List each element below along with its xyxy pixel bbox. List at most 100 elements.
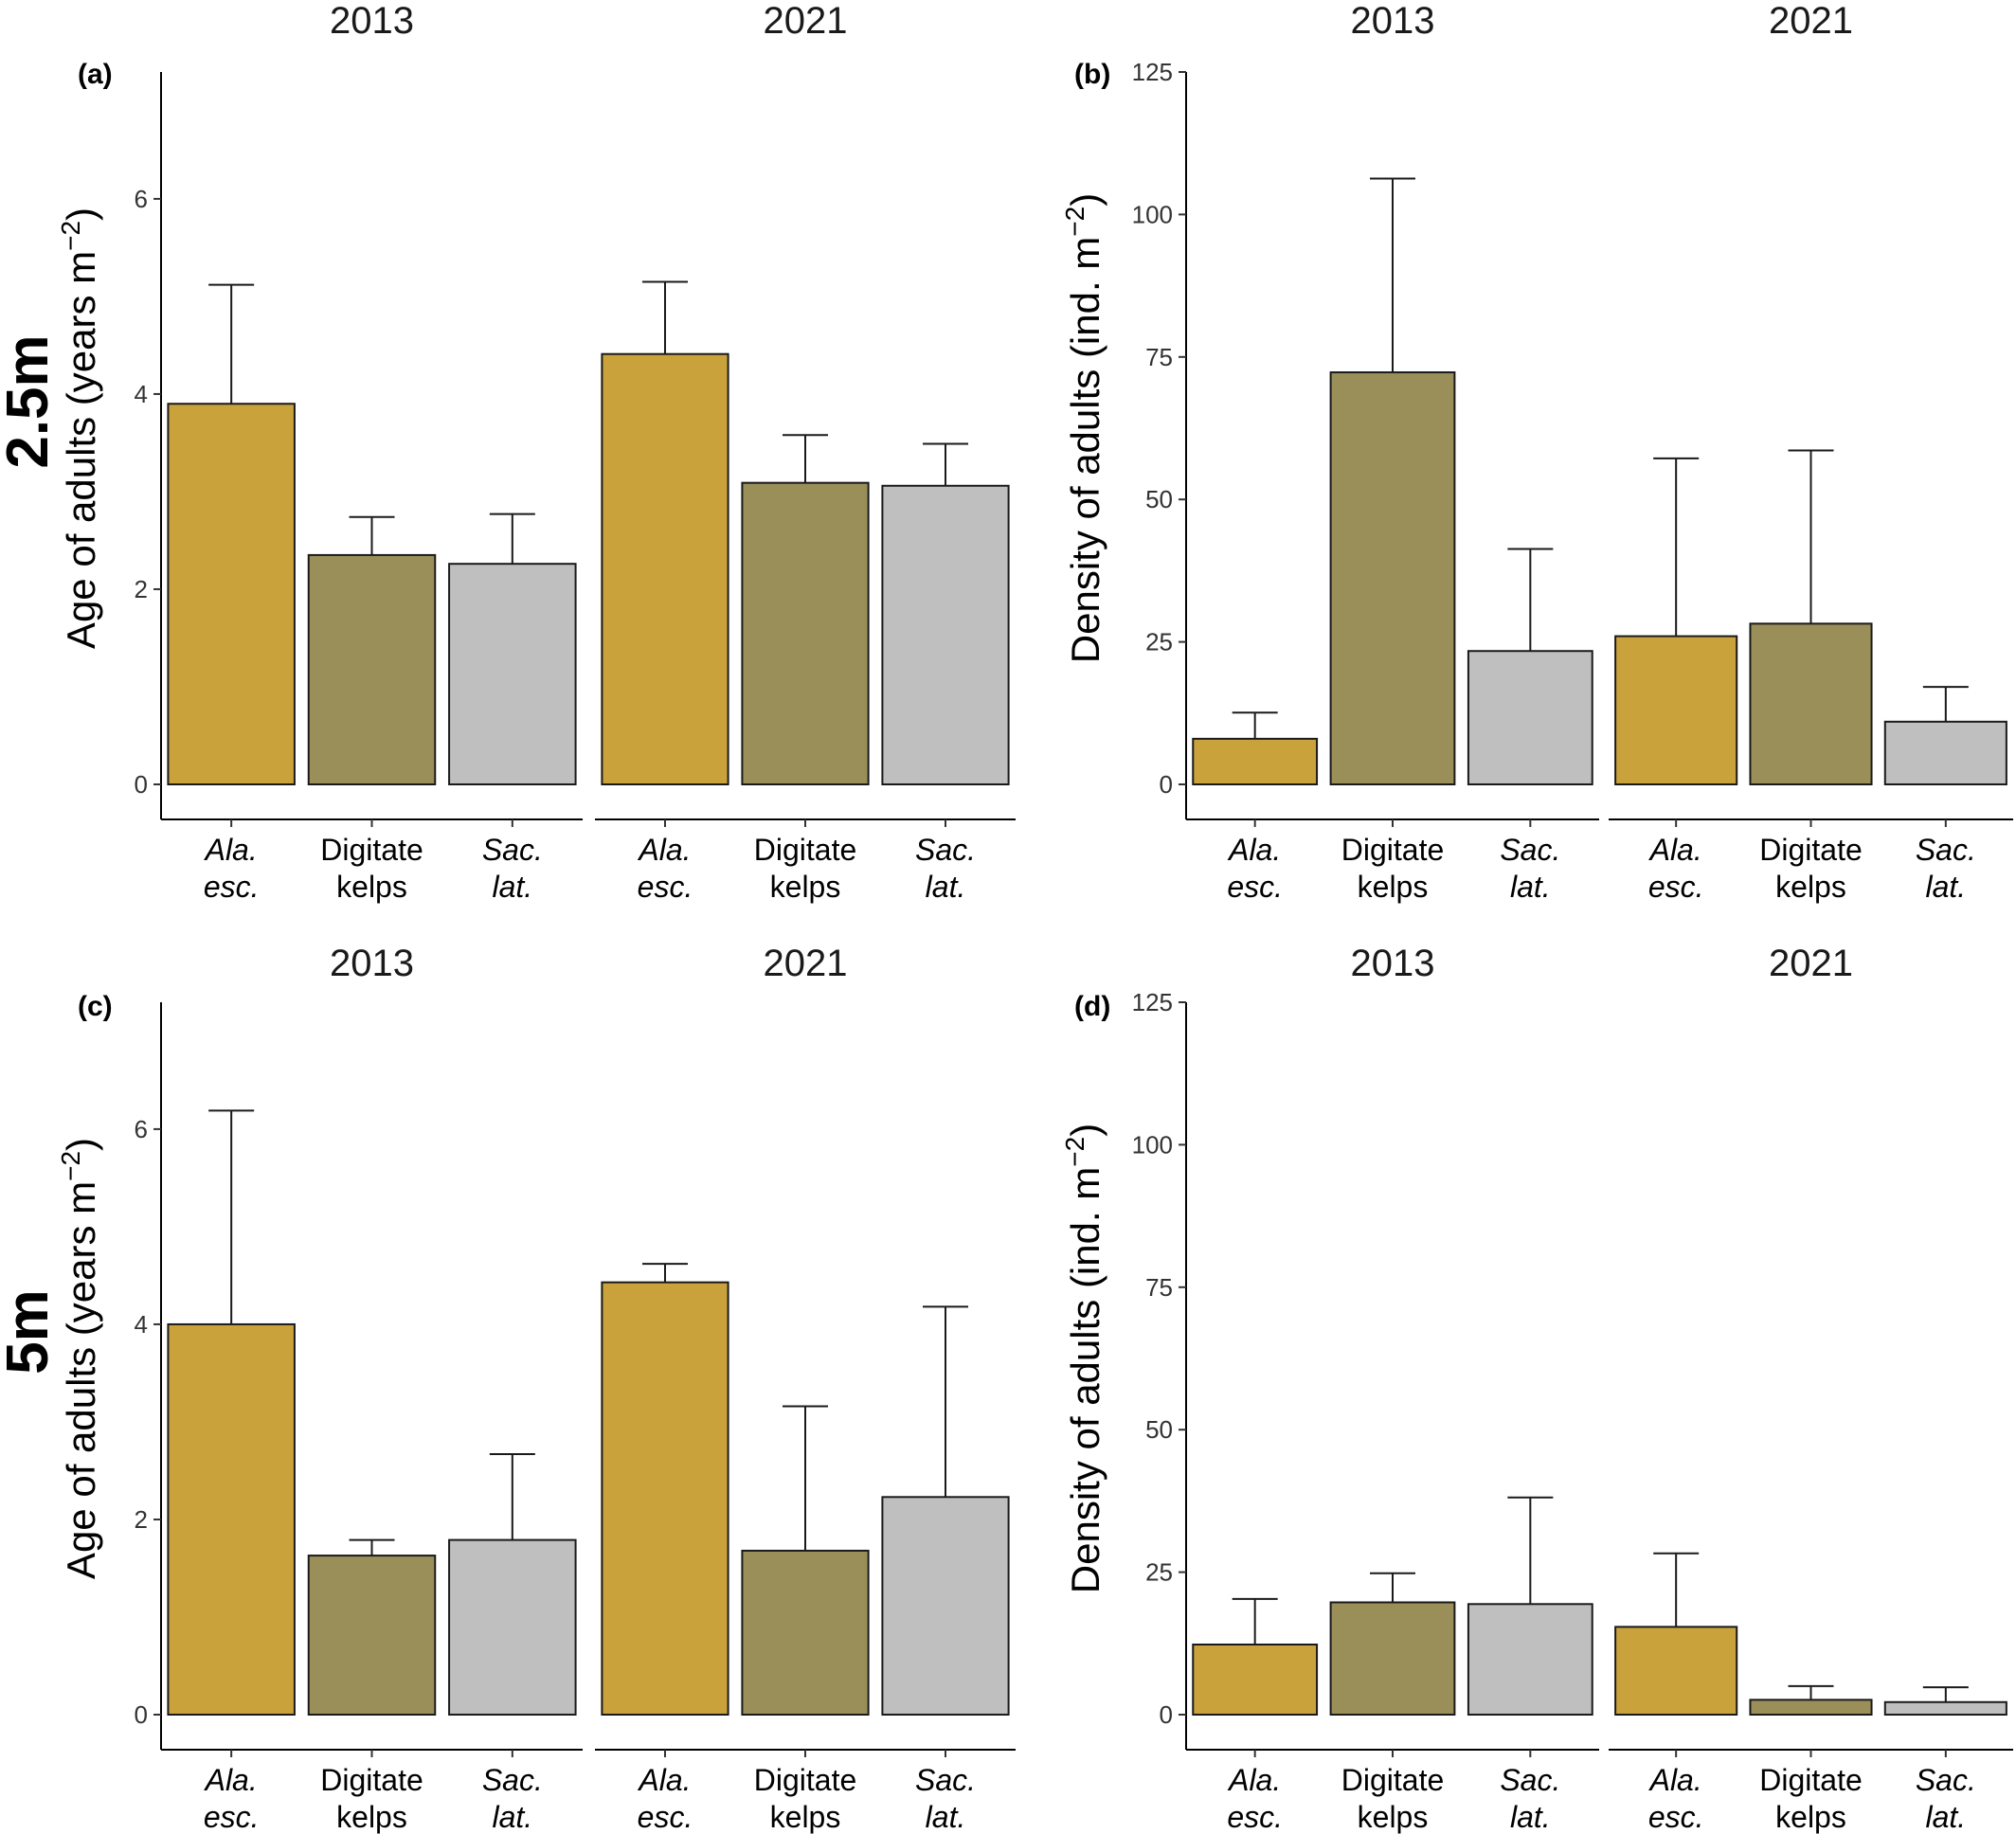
x-tick-label-line1: Digitate — [1759, 833, 1863, 867]
x-tick-label-line1: Ala. — [637, 1763, 691, 1797]
row-label-2.5m: 2.5m — [0, 334, 61, 468]
y-tick-label: 6 — [135, 1115, 148, 1143]
x-tick-label-line2: esc. — [1227, 1800, 1283, 1834]
bar-sac-lat — [881, 1496, 1010, 1716]
bar-sac-lat — [448, 1538, 577, 1716]
bar-digitate-kelps — [1749, 1699, 1873, 1716]
x-tick-label-line2: esc. — [204, 1800, 260, 1834]
bar-digitate-kelps — [1749, 622, 1873, 786]
bar-sac-lat — [448, 563, 577, 785]
x-tick-label-line2: kelps — [1358, 1800, 1429, 1834]
bar-sac-lat — [1883, 1700, 2007, 1716]
x-tick-label-line1: Sac. — [1916, 1763, 1976, 1797]
bar-digitate-kelps — [1329, 371, 1456, 785]
y-axis-label-sup: −2 — [1060, 1137, 1089, 1167]
bar-ala-esc — [1614, 1626, 1738, 1717]
x-tick-label-line1: Sac. — [1500, 1763, 1560, 1797]
y-axis-label-sup: −2 — [56, 1151, 85, 1181]
facet-title: 2021 — [1769, 0, 1853, 42]
facet-title: 2013 — [1351, 0, 1435, 42]
panel-c: (c) 0 2 4 6 Age of adults (years m−2) 2013 Ala.… — [56, 943, 1016, 1834]
x-tick-label-line1: Sac. — [1916, 833, 1976, 867]
y-tick-label: 0 — [1160, 1700, 1173, 1729]
y-axis-label-end: ) — [59, 1138, 103, 1151]
x-tick-label-line2: esc. — [204, 870, 260, 904]
bar-digitate-kelps — [1329, 1601, 1456, 1716]
x-tick-label-line1: Sac. — [915, 833, 976, 867]
facet-title: 2021 — [764, 0, 848, 42]
y-axis-label: Density of adults (ind. m−2) — [1060, 1124, 1107, 1593]
x-tick-label-line1: Digitate — [754, 1763, 857, 1797]
x-tick-label-line1: Ala. — [637, 833, 691, 867]
x-tick-label-line1: Ala. — [1227, 1763, 1281, 1797]
bar-ala-esc — [601, 1281, 729, 1716]
y-tick-label: 50 — [1145, 485, 1173, 513]
x-tick-label-line1: Ala. — [204, 1763, 258, 1797]
y-tick-label: 0 — [1160, 770, 1173, 799]
bar-digitate-kelps — [741, 481, 870, 785]
bar-digitate-kelps — [741, 1549, 870, 1717]
x-tick-label-line2: lat. — [926, 1800, 966, 1834]
panel-d: (d) 0 25 50 75 100 125 Density of adults (ind. … — [1060, 943, 2013, 1834]
facet-title: 2021 — [764, 943, 848, 984]
panel-letter: (d) — [1074, 991, 1110, 1022]
x-tick-label-line2: kelps — [1775, 1800, 1846, 1834]
panel-letter: (b) — [1074, 59, 1110, 90]
y-tick-label: 4 — [135, 1310, 148, 1339]
y-tick-label: 2 — [135, 1505, 148, 1534]
y-tick-label: 100 — [1132, 1130, 1173, 1159]
y-tick-label: 50 — [1145, 1415, 1173, 1444]
x-tick-label-line1: Ala. — [1648, 1763, 1702, 1797]
y-tick-label: 75 — [1145, 1273, 1173, 1302]
x-tick-label-line2: esc. — [638, 1800, 693, 1834]
y-tick-label: 75 — [1145, 343, 1173, 371]
x-tick-label-line1: Digitate — [1341, 833, 1445, 867]
panel-b: (b) 0 25 50 75 100 125 Density of adults (ind. … — [1060, 0, 2013, 904]
y-axis-label-main: Density of adults (ind. m — [1063, 1167, 1107, 1594]
x-tick-label-line2: esc. — [1648, 870, 1704, 904]
x-tick-label-line1: Digitate — [1341, 1763, 1445, 1797]
y-tick-label: 6 — [135, 185, 148, 213]
y-tick-label: 0 — [135, 770, 148, 799]
bar-ala-esc — [601, 352, 729, 785]
panel-letter: (a) — [78, 59, 113, 90]
y-axis-label-main: Age of adults (years m — [59, 251, 103, 649]
x-tick-label-line2: kelps — [1358, 870, 1429, 904]
x-tick-label-line2: lat. — [1510, 1800, 1551, 1834]
bar-digitate-kelps — [307, 1555, 437, 1716]
bar-ala-esc — [1614, 635, 1738, 785]
x-tick-label-line2: esc. — [1227, 870, 1283, 904]
y-tick-label: 0 — [135, 1700, 148, 1729]
x-tick-label-line2: kelps — [770, 1800, 841, 1834]
facet-title: 2013 — [1351, 943, 1435, 984]
y-axis-label-end: ) — [1063, 1124, 1107, 1137]
y-tick-label: 25 — [1145, 1558, 1173, 1587]
panel-letter: (c) — [78, 991, 113, 1022]
x-tick-label-line1: Digitate — [320, 833, 423, 867]
x-tick-label-line2: lat. — [1510, 870, 1551, 904]
y-tick-label: 125 — [1132, 58, 1173, 86]
bar-ala-esc — [167, 1322, 296, 1716]
y-tick-label: 4 — [135, 380, 148, 408]
y-axis-label-end: ) — [1063, 193, 1107, 207]
bar-sac-lat — [881, 484, 1010, 785]
y-axis-label-main: Age of adults (years m — [59, 1181, 103, 1579]
bar-ala-esc — [167, 403, 296, 785]
row-label-5m: 5m — [0, 1289, 61, 1375]
x-tick-label-line1: Digitate — [320, 1763, 423, 1797]
x-tick-label-line1: Ala. — [204, 833, 258, 867]
y-axis-label: Age of adults (years m−2) — [56, 207, 103, 649]
x-tick-label-line2: lat. — [1925, 1800, 1966, 1834]
bar-sac-lat — [1883, 720, 2007, 785]
x-tick-label-line1: Ala. — [1227, 833, 1281, 867]
bar-ala-esc — [1192, 1644, 1319, 1716]
y-axis-label: Age of adults (years m−2) — [56, 1138, 103, 1579]
